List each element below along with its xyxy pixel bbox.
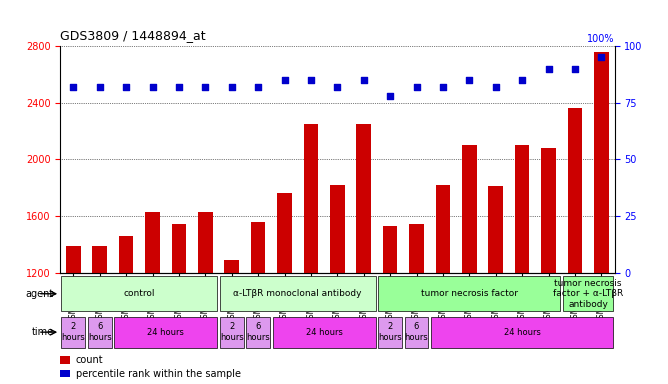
Text: 6
hours: 6 hours xyxy=(246,323,270,342)
Bar xyxy=(431,316,613,348)
Text: 24 hours: 24 hours xyxy=(504,328,540,337)
Text: 24 hours: 24 hours xyxy=(306,328,343,337)
Text: GDS3809 / 1448894_at: GDS3809 / 1448894_at xyxy=(60,29,206,42)
Point xyxy=(359,77,369,83)
Point xyxy=(147,84,158,90)
Bar xyxy=(304,124,318,273)
Bar xyxy=(61,276,217,311)
Point xyxy=(411,84,422,90)
Bar xyxy=(88,316,112,348)
Text: tumor necrosis
factor + α-LTβR
antibody: tumor necrosis factor + α-LTβR antibody xyxy=(553,279,623,309)
Bar xyxy=(172,225,186,273)
Bar xyxy=(224,260,239,273)
Bar xyxy=(568,108,582,273)
Point xyxy=(121,84,132,90)
Text: percentile rank within the sample: percentile rank within the sample xyxy=(75,369,240,379)
Point xyxy=(253,84,263,90)
Bar xyxy=(515,145,530,273)
Bar xyxy=(60,370,70,377)
Point xyxy=(570,66,580,72)
Text: 24 hours: 24 hours xyxy=(147,328,184,337)
Point xyxy=(226,84,237,90)
Bar xyxy=(563,276,613,311)
Text: 100%: 100% xyxy=(587,34,615,44)
Bar xyxy=(409,225,424,273)
Point xyxy=(543,66,554,72)
Bar xyxy=(462,145,476,273)
Point xyxy=(305,77,316,83)
Point xyxy=(385,93,395,99)
Bar xyxy=(405,316,428,348)
Bar xyxy=(383,226,397,273)
Text: α-LTβR monoclonal antibody: α-LTβR monoclonal antibody xyxy=(234,289,362,298)
Bar xyxy=(246,316,270,348)
Text: control: control xyxy=(124,289,155,298)
Bar xyxy=(61,316,86,348)
Bar xyxy=(60,356,70,364)
Bar xyxy=(277,194,292,273)
Bar xyxy=(488,186,503,273)
Point xyxy=(94,84,105,90)
Text: 6
hours: 6 hours xyxy=(405,323,428,342)
Point xyxy=(490,84,501,90)
Point xyxy=(596,55,607,61)
Text: tumor necrosis factor: tumor necrosis factor xyxy=(421,289,518,298)
Text: count: count xyxy=(75,355,104,365)
Bar xyxy=(378,316,402,348)
Bar xyxy=(357,124,371,273)
Bar xyxy=(251,222,265,273)
Bar xyxy=(541,148,556,273)
Bar xyxy=(198,212,212,273)
Bar xyxy=(273,316,375,348)
Bar xyxy=(119,236,134,273)
Point xyxy=(279,77,290,83)
Bar xyxy=(220,316,244,348)
Text: 2
hours: 2 hours xyxy=(378,323,402,342)
Bar xyxy=(330,185,345,273)
Bar xyxy=(92,246,107,273)
Point xyxy=(332,84,343,90)
Text: 2
hours: 2 hours xyxy=(220,323,244,342)
Point xyxy=(68,84,79,90)
Point xyxy=(464,77,475,83)
Point xyxy=(517,77,528,83)
Bar xyxy=(66,246,81,273)
Text: 6
hours: 6 hours xyxy=(88,323,112,342)
Bar xyxy=(594,52,609,273)
Bar xyxy=(145,212,160,273)
Text: agent: agent xyxy=(25,289,53,299)
Bar xyxy=(220,276,375,311)
Bar xyxy=(436,185,450,273)
Point xyxy=(200,84,210,90)
Text: time: time xyxy=(31,327,53,337)
Text: 2
hours: 2 hours xyxy=(61,323,86,342)
Point xyxy=(174,84,184,90)
Point xyxy=(438,84,448,90)
Bar xyxy=(378,276,560,311)
Bar xyxy=(114,316,217,348)
